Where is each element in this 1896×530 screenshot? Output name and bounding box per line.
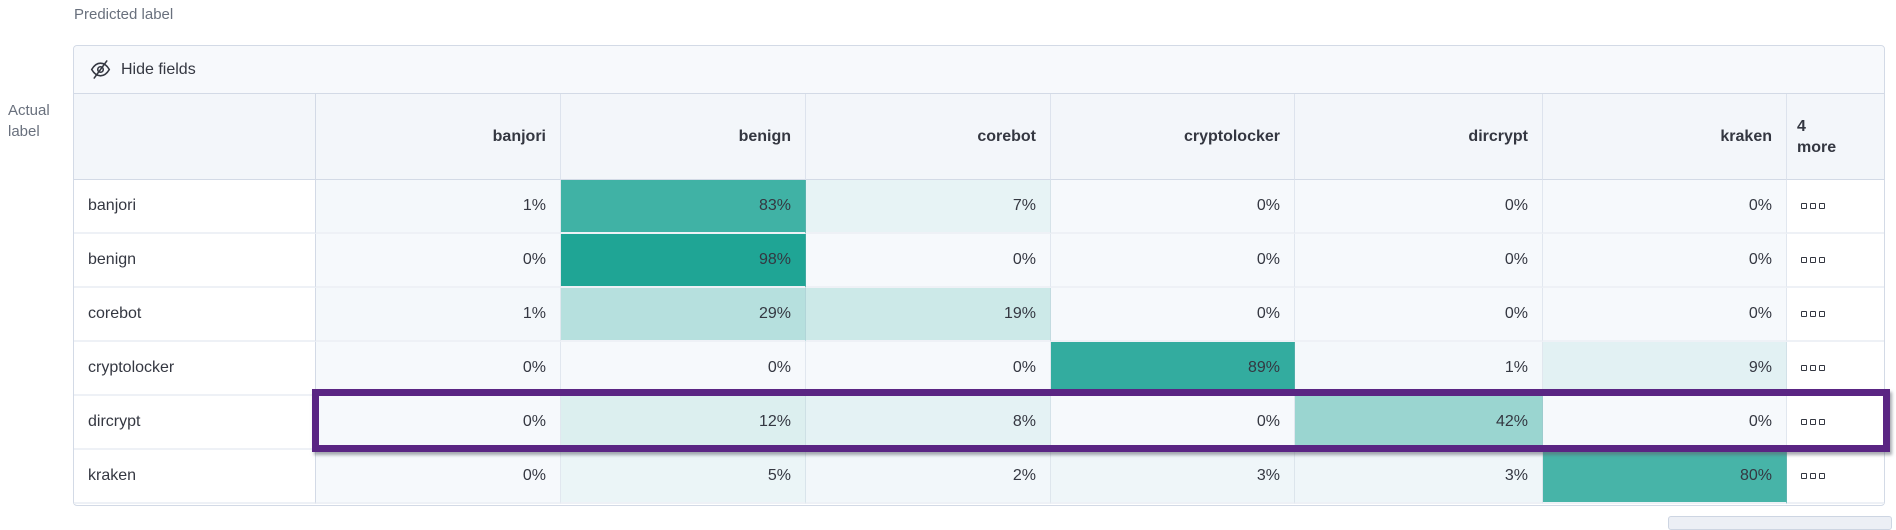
matrix-cell-corebot-banjori: 1% [316, 288, 561, 342]
hide-fields-button[interactable]: Hide fields [74, 46, 1884, 94]
predicted-axis-label: Predicted label [74, 6, 174, 23]
matrix-cell-banjori-benign: 83% [561, 180, 806, 234]
matrix-cell-cryptolocker-dircrypt: 1% [1295, 342, 1543, 396]
column-header-banjori[interactable]: banjori [316, 94, 561, 180]
matrix-cell-banjori-dircrypt: 0% [1295, 180, 1543, 234]
matrix-cell-cryptolocker-corebot: 0% [806, 342, 1051, 396]
row-actions-cell [1787, 396, 1884, 450]
column-header-cryptolocker[interactable]: cryptolocker [1051, 94, 1295, 180]
actual-axis-label: Actual label [8, 102, 50, 140]
column-header-kraken[interactable]: kraken [1543, 94, 1787, 180]
matrix-cell-dircrypt-cryptolocker: 0% [1051, 396, 1295, 450]
eye-closed-icon [90, 59, 111, 80]
row-actions-cell [1787, 180, 1884, 234]
row-label-kraken: kraken [74, 450, 316, 504]
row-label-cryptolocker: cryptolocker [74, 342, 316, 396]
row-actions-cell [1787, 288, 1884, 342]
matrix-cell-kraken-kraken: 80% [1543, 450, 1787, 504]
matrix-cell-banjori-kraken: 0% [1543, 180, 1787, 234]
column-header-dircrypt[interactable]: dircrypt [1295, 94, 1543, 180]
matrix-cell-kraken-banjori: 0% [316, 450, 561, 504]
column-header-corebot[interactable]: corebot [806, 94, 1051, 180]
matrix-cell-cryptolocker-kraken: 9% [1543, 342, 1787, 396]
row-label-dircrypt: dircrypt [74, 396, 316, 450]
boxes-horizontal-icon[interactable] [1801, 257, 1825, 263]
matrix-cell-benign-banjori: 0% [316, 234, 561, 288]
matrix-cell-corebot-corebot: 19% [806, 288, 1051, 342]
matrix-cell-kraken-benign: 5% [561, 450, 806, 504]
matrix-cell-dircrypt-banjori: 0% [316, 396, 561, 450]
matrix-cell-dircrypt-corebot: 8% [806, 396, 1051, 450]
matrix-cell-corebot-kraken: 0% [1543, 288, 1787, 342]
row-actions-cell [1787, 450, 1884, 504]
horizontal-scrollbar-thumb[interactable] [1668, 516, 1892, 530]
boxes-horizontal-icon[interactable] [1801, 365, 1825, 371]
row-label-corebot: corebot [74, 288, 316, 342]
matrix-cell-cryptolocker-banjori: 0% [316, 342, 561, 396]
matrix-cell-banjori-cryptolocker: 0% [1051, 180, 1295, 234]
matrix-cell-corebot-cryptolocker: 0% [1051, 288, 1295, 342]
row-actions-cell [1787, 234, 1884, 288]
matrix-cell-corebot-benign: 29% [561, 288, 806, 342]
matrix-cell-kraken-dircrypt: 3% [1295, 450, 1543, 504]
row-actions-cell [1787, 342, 1884, 396]
matrix-cell-kraken-cryptolocker: 3% [1051, 450, 1295, 504]
matrix-cell-benign-cryptolocker: 0% [1051, 234, 1295, 288]
matrix-cell-benign-dircrypt: 0% [1295, 234, 1543, 288]
matrix-cell-benign-corebot: 0% [806, 234, 1051, 288]
matrix-cell-benign-kraken: 0% [1543, 234, 1787, 288]
matrix-cell-benign-benign: 98% [561, 234, 806, 288]
matrix-cell-cryptolocker-cryptolocker: 89% [1051, 342, 1295, 396]
matrix-cell-dircrypt-kraken: 0% [1543, 396, 1787, 450]
corner-header-cell [74, 94, 316, 180]
matrix-cell-banjori-banjori: 1% [316, 180, 561, 234]
boxes-horizontal-icon[interactable] [1801, 203, 1825, 209]
matrix-cell-corebot-dircrypt: 0% [1295, 288, 1543, 342]
boxes-horizontal-icon[interactable] [1801, 419, 1825, 425]
matrix-cell-cryptolocker-benign: 0% [561, 342, 806, 396]
matrix-cell-dircrypt-benign: 12% [561, 396, 806, 450]
matrix-cell-dircrypt-dircrypt: 42% [1295, 396, 1543, 450]
confusion-matrix-panel: Hide fields banjori benign corebot cryptolo… [73, 45, 1885, 506]
boxes-horizontal-icon[interactable] [1801, 473, 1825, 479]
row-label-benign: benign [74, 234, 316, 288]
matrix-grid: banjori benign corebot cryptolocker dircrypt… [74, 94, 1884, 504]
boxes-horizontal-icon[interactable] [1801, 311, 1825, 317]
row-label-banjori: banjori [74, 180, 316, 234]
matrix-cell-banjori-corebot: 7% [806, 180, 1051, 234]
column-header-benign[interactable]: benign [561, 94, 806, 180]
hide-fields-label: Hide fields [121, 60, 196, 78]
more-columns-header[interactable]: 4 more [1787, 94, 1884, 180]
matrix-cell-kraken-corebot: 2% [806, 450, 1051, 504]
